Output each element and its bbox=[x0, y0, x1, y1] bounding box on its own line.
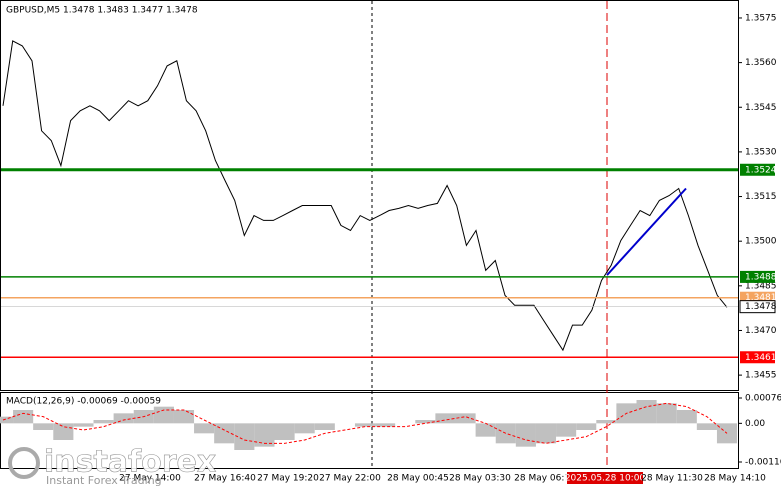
macd-bar bbox=[656, 403, 677, 424]
macd-bar bbox=[274, 423, 295, 440]
macd-bar bbox=[314, 423, 335, 430]
x-tick-highlight bbox=[567, 472, 643, 484]
macd-bar bbox=[234, 423, 255, 450]
x-tick-label: 27 May 22:00 bbox=[319, 474, 381, 484]
y-tick-label: 1.3545 bbox=[745, 103, 777, 113]
level-label-bg bbox=[740, 270, 775, 283]
macd-bar bbox=[415, 420, 436, 424]
macd-bar bbox=[73, 423, 94, 427]
macd-title: MACD(12,26,9) -0.00069 -0.00059 bbox=[6, 397, 161, 407]
macd-bar bbox=[696, 423, 717, 430]
price-line bbox=[2, 40, 728, 352]
macd-bar bbox=[596, 420, 617, 424]
y-tick-label: 1.3485 bbox=[745, 281, 777, 291]
y-tick-label: -0.00116 bbox=[745, 458, 781, 468]
macd-bar bbox=[556, 423, 577, 437]
macd-bar bbox=[435, 413, 456, 424]
y-tick-label: 0.00 bbox=[745, 419, 765, 429]
macd-bar bbox=[576, 423, 597, 430]
macd-bar bbox=[0, 416, 14, 424]
macd-bar bbox=[13, 410, 34, 424]
signal-line bbox=[2, 402, 728, 444]
level-label: 1.3524 bbox=[745, 165, 777, 175]
watermark-logo bbox=[8, 447, 40, 479]
macd-bar bbox=[194, 423, 215, 434]
x-tick-label: 28 May 06:15 bbox=[514, 474, 576, 484]
macd-bar bbox=[214, 423, 235, 444]
macd-bar bbox=[153, 406, 174, 424]
level-label-bg bbox=[740, 351, 775, 364]
macd-bar bbox=[173, 410, 195, 424]
macd-bar bbox=[636, 400, 657, 424]
level-label-bg bbox=[739, 300, 776, 314]
level-label: 1.3461 bbox=[745, 353, 777, 363]
x-tick-label: 27 May 14:00 bbox=[119, 474, 181, 484]
macd-bar bbox=[254, 423, 275, 447]
x-tick-label: 27 May 16:40 bbox=[194, 474, 256, 484]
trendline bbox=[606, 187, 687, 276]
macd-bar bbox=[113, 413, 134, 424]
macd-bar bbox=[535, 423, 557, 444]
y-tick-label: 0.00076 bbox=[745, 394, 781, 404]
level-label: 1.3488 bbox=[745, 272, 777, 282]
x-tick-label: 2025.05.28 10:00 bbox=[565, 474, 646, 484]
y-tick-label: 1.3500 bbox=[745, 237, 777, 247]
macd-bar bbox=[354, 423, 376, 427]
price-title: GBPUSD,M5 1.3478 1.3483 1.3477 1.3478 bbox=[6, 6, 198, 16]
macd-bar bbox=[93, 420, 114, 424]
x-tick-label: 28 May 03:30 bbox=[449, 474, 511, 484]
watermark: instaforex bbox=[44, 445, 216, 480]
x-tick-label: 27 May 19:20 bbox=[257, 474, 319, 484]
y-tick-label: 1.3560 bbox=[745, 58, 777, 68]
level-label: 1.3478 bbox=[745, 302, 777, 312]
macd-bar bbox=[53, 423, 74, 440]
macd-bar bbox=[676, 410, 697, 424]
level-label-bg bbox=[740, 163, 775, 176]
x-tick-label: 28 May 11:30 bbox=[641, 474, 703, 484]
y-tick-label: 1.3470 bbox=[745, 326, 777, 336]
x-tick-label: 28 May 00:45 bbox=[387, 474, 449, 484]
price-frame bbox=[0, 0, 739, 391]
watermark-sub: Instant Forex Trading bbox=[46, 474, 162, 487]
macd-frame bbox=[0, 392, 739, 469]
y-tick-label: 1.3530 bbox=[745, 147, 777, 157]
level-label: 1.3481 bbox=[745, 293, 777, 303]
y-tick-label: 1.3515 bbox=[745, 192, 777, 202]
macd-bar bbox=[375, 423, 396, 427]
macd-bar bbox=[294, 423, 315, 434]
macd-bar bbox=[455, 413, 476, 424]
macd-bar bbox=[33, 423, 54, 430]
macd-bar bbox=[475, 423, 496, 437]
y-tick-label: 1.3455 bbox=[745, 371, 777, 381]
y-tick-label: 1.3575 bbox=[745, 13, 777, 23]
x-tick-label: 28 May 14:10 bbox=[704, 474, 766, 484]
macd-bar bbox=[515, 423, 536, 447]
